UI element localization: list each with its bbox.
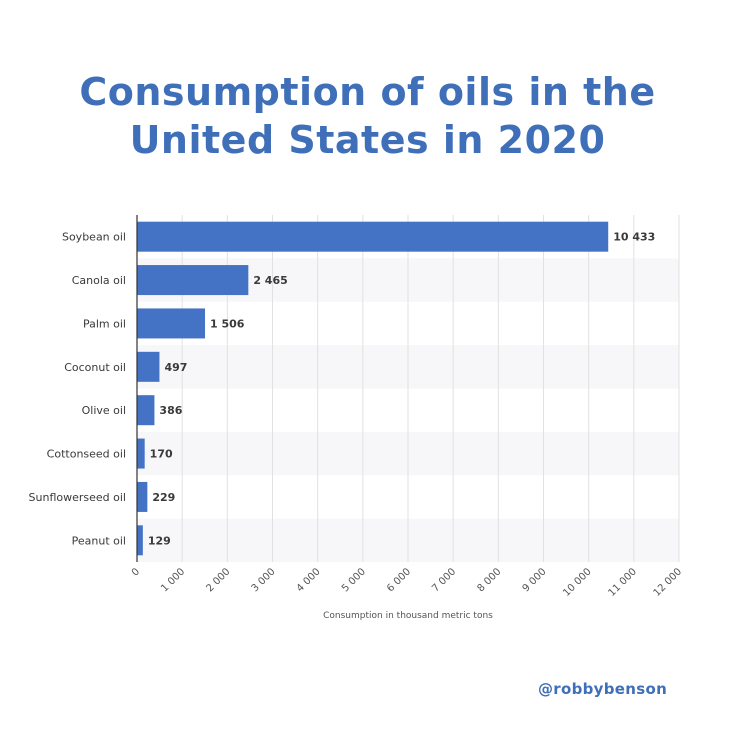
- x-tick-label: 5 000: [340, 566, 368, 594]
- category-label: Soybean oil: [62, 231, 126, 244]
- bar-canola-oil: [137, 265, 249, 296]
- bar-sunflowerseed-oil: [137, 481, 148, 512]
- title-line-1: Consumption of oils in the: [79, 70, 656, 114]
- value-label: 129: [148, 534, 171, 547]
- category-label: Olive oil: [82, 404, 126, 417]
- x-tick-label: 2 000: [204, 566, 232, 594]
- x-tick-label: 1 000: [159, 566, 187, 594]
- value-label: 170: [150, 448, 173, 461]
- value-label: 1 506: [210, 317, 245, 330]
- x-tick-label: 11 000: [606, 566, 639, 599]
- x-axis-label: Consumption in thousand metric tons: [323, 611, 493, 621]
- bar-palm-oil: [137, 308, 206, 339]
- bar-olive-oil: [137, 395, 155, 426]
- category-label: Cottonseed oil: [47, 448, 126, 461]
- x-tick-label: 8 000: [475, 566, 503, 594]
- x-tick-label: 12 000: [652, 566, 685, 599]
- value-label: 2 465: [253, 274, 287, 287]
- value-label: 497: [164, 361, 187, 374]
- bar-cottonseed-oil: [137, 438, 145, 469]
- bar-coconut-oil: [137, 351, 160, 382]
- category-label: Palm oil: [83, 317, 126, 330]
- value-label: 10 433: [613, 231, 655, 244]
- value-label: 386: [159, 404, 182, 417]
- chart-title: Consumption of oils in the United States…: [0, 68, 735, 164]
- x-tick-label: 4 000: [295, 566, 323, 594]
- x-tick-label: 6 000: [385, 566, 413, 594]
- category-label: Coconut oil: [64, 361, 126, 374]
- x-tick-label: 0: [130, 566, 142, 578]
- author-handle: @robbybenson: [538, 680, 668, 698]
- x-tick-label: 3 000: [250, 566, 278, 594]
- bar-soybean-oil: [137, 221, 609, 252]
- x-tick-label: 10 000: [561, 566, 594, 599]
- category-label: Peanut oil: [72, 534, 126, 547]
- x-tick-label: 7 000: [430, 566, 458, 594]
- title-line-2: United States in 2020: [129, 118, 606, 162]
- category-label: Sunflowerseed oil: [29, 491, 126, 504]
- value-label: 229: [152, 491, 175, 504]
- x-tick-label: 9 000: [521, 566, 549, 594]
- category-label: Canola oil: [72, 274, 126, 287]
- bar-peanut-oil: [137, 525, 143, 556]
